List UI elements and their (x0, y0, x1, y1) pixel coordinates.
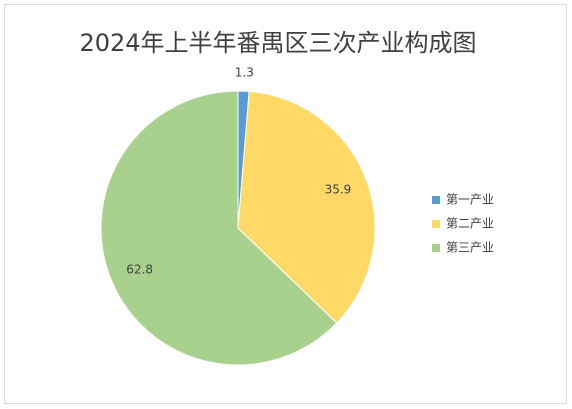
data-label: 1.3 (235, 66, 254, 80)
pie-slice (237, 90, 376, 324)
data-label: 62.8 (126, 262, 153, 276)
legend-label: 第二产业 (446, 217, 494, 231)
legend-swatch (432, 244, 440, 252)
legend-swatch (432, 196, 440, 204)
chart-title: 2024年上半年番禺区三次产业构成图 (79, 29, 476, 57)
legend-label: 第一产业 (446, 193, 494, 207)
pie-slice (100, 90, 338, 366)
legend-swatch (432, 220, 440, 228)
data-label: 35.9 (325, 183, 352, 197)
legend-label: 第三产业 (446, 241, 494, 255)
